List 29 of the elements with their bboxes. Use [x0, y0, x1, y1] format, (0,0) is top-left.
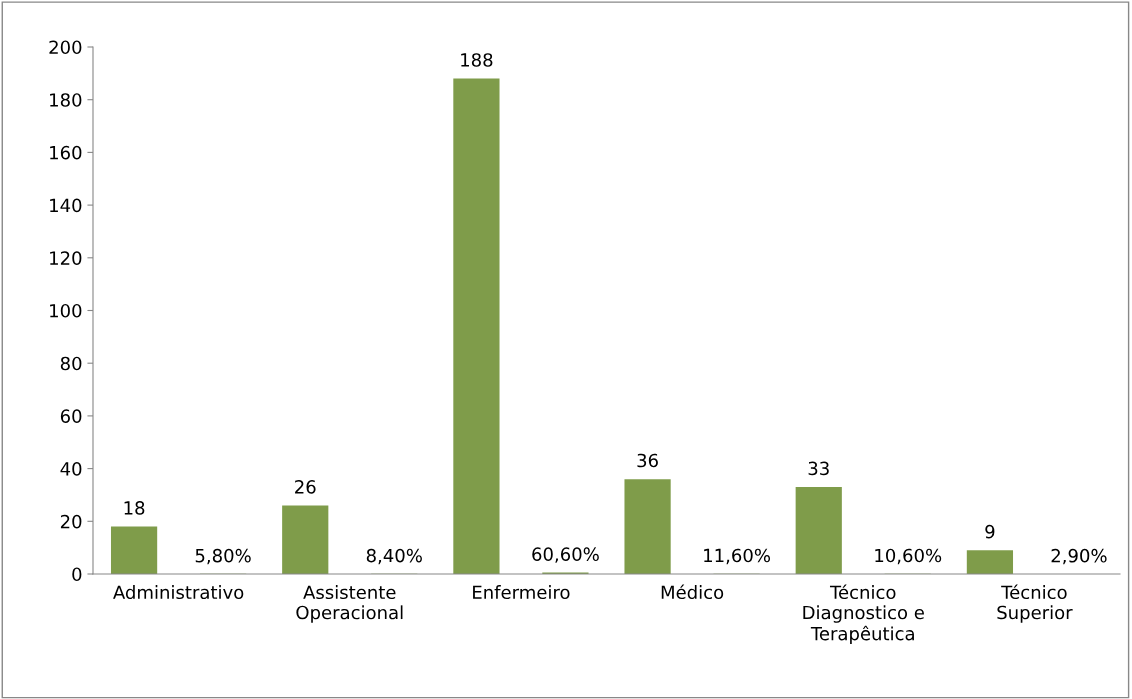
y-tick-label: 100	[50, 303, 82, 318]
y-tick-label: 20	[60, 514, 82, 529]
data-label: 36	[637, 453, 658, 468]
data-label: 188	[461, 53, 493, 67]
x-tick-label: Enfermeiro	[473, 585, 570, 600]
y-tick-label: 140	[50, 198, 82, 213]
data-label: 33	[808, 461, 829, 476]
y-tick-label: 0	[72, 567, 82, 582]
x-tick-label: Técnico Superior	[997, 584, 1073, 623]
y-tick-label: 60	[60, 409, 82, 424]
data-label: 10,60%	[875, 548, 942, 565]
y-tick-label: 120	[50, 251, 82, 265]
y-tick-label: 80	[60, 356, 82, 371]
y-tick-label: 200	[49, 40, 82, 55]
x-tick-label: Administrativo	[113, 585, 244, 600]
y-tick-label: 40	[60, 462, 82, 476]
data-label: 11,60%	[704, 548, 771, 565]
x-tick-label: Assistente Operacional	[296, 585, 403, 623]
data-label: 26	[295, 480, 316, 494]
data-label: 9	[985, 524, 995, 539]
x-tick-label: Médico	[661, 584, 724, 600]
data-label: 2,90%	[1051, 548, 1107, 565]
data-label: 18	[124, 501, 145, 515]
data-label: 8,40%	[366, 548, 422, 565]
data-label: 60,60%	[532, 547, 599, 563]
x-tick-label: Técnico Diagnostico e Terapêutica	[803, 584, 924, 644]
data-label: 5,80%	[195, 548, 251, 565]
y-tick-label: 180	[50, 93, 82, 107]
y-tick-label: 160	[50, 145, 82, 160]
